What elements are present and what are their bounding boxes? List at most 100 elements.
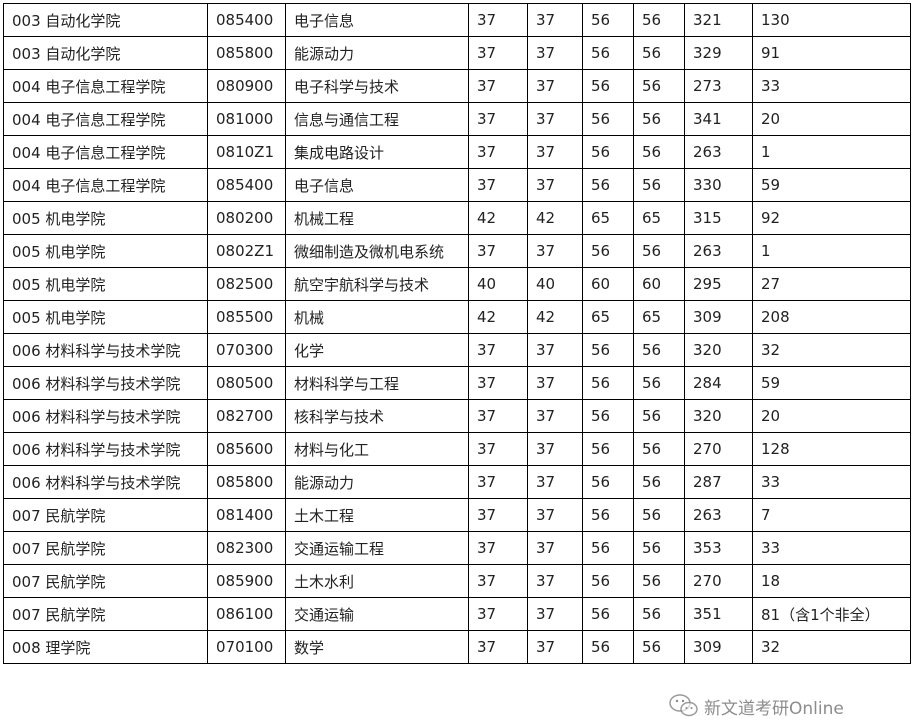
- score-english-cell: 37: [527, 597, 583, 631]
- major-code-cell: 085600: [207, 432, 286, 466]
- total-score-cell: 315: [684, 201, 753, 235]
- college-cell: 006 材料科学与技术学院: [3, 465, 208, 499]
- major-code-cell: 086100: [207, 597, 286, 631]
- major-code-cell: 085400: [207, 3, 286, 37]
- major-name-cell: 电子信息: [285, 3, 469, 37]
- count-cell: 59: [752, 168, 911, 202]
- total-score-cell: 270: [684, 564, 753, 598]
- score-politics-cell: 37: [468, 465, 528, 499]
- count-cell: 7: [752, 498, 911, 532]
- score-english-cell: 40: [527, 267, 583, 301]
- total-score-cell: 295: [684, 267, 753, 301]
- score-politics-cell: 37: [468, 531, 528, 565]
- college-cell: 003 自动化学院: [3, 36, 208, 70]
- score-subject1-cell: 56: [582, 597, 634, 631]
- score-politics-cell: 37: [468, 366, 528, 400]
- count-cell: 81（含1个非全）: [752, 597, 911, 631]
- major-code-cell: 082700: [207, 399, 286, 433]
- college-cell: 008 理学院: [3, 630, 208, 664]
- total-score-cell: 329: [684, 36, 753, 70]
- table-row: 008 理学院 070100 数学 37 37 56 56 309 32: [3, 630, 911, 664]
- score-politics-cell: 37: [468, 432, 528, 466]
- score-politics-cell: 37: [468, 630, 528, 664]
- score-subject1-cell: 56: [582, 333, 634, 367]
- score-subject2-cell: 56: [633, 36, 685, 70]
- total-score-cell: 321: [684, 3, 753, 37]
- count-cell: 59: [752, 366, 911, 400]
- score-english-cell: 37: [527, 102, 583, 136]
- score-english-cell: 37: [527, 333, 583, 367]
- score-politics-cell: 37: [468, 564, 528, 598]
- score-english-cell: 37: [527, 465, 583, 499]
- total-score-cell: 273: [684, 69, 753, 103]
- college-cell: 007 民航学院: [3, 564, 208, 598]
- score-english-cell: 37: [527, 168, 583, 202]
- table-row: 007 民航学院 081400 土木工程 37 37 56 56 263 7: [3, 498, 911, 532]
- score-subject2-cell: 56: [633, 366, 685, 400]
- score-subject2-cell: 56: [633, 399, 685, 433]
- total-score-cell: 263: [684, 498, 753, 532]
- total-score-cell: 320: [684, 333, 753, 367]
- major-code-cell: 081000: [207, 102, 286, 136]
- table-row: 004 电子信息工程学院 081000 信息与通信工程 37 37 56 56 341 20: [3, 102, 911, 136]
- college-cell: 007 民航学院: [3, 597, 208, 631]
- count-cell: 130: [752, 3, 911, 37]
- score-english-cell: 42: [527, 300, 583, 334]
- major-code-cell: 085500: [207, 300, 286, 334]
- count-cell: 32: [752, 333, 911, 367]
- score-subject1-cell: 56: [582, 630, 634, 664]
- major-code-cell: 085400: [207, 168, 286, 202]
- major-code-cell: 080900: [207, 69, 286, 103]
- admission-score-table: 003 自动化学院 085400 电子信息 37 37 56 56 321 130 003 自动化…: [3, 3, 911, 664]
- count-cell: 208: [752, 300, 911, 334]
- major-code-cell: 070300: [207, 333, 286, 367]
- score-subject2-cell: 56: [633, 531, 685, 565]
- table-row: 005 机电学院 080200 机械工程 42 42 65 65 315 92: [3, 201, 911, 235]
- score-subject2-cell: 56: [633, 69, 685, 103]
- total-score-cell: 263: [684, 135, 753, 169]
- college-cell: 006 材料科学与技术学院: [3, 432, 208, 466]
- college-cell: 005 机电学院: [3, 234, 208, 268]
- major-name-cell: 电子科学与技术: [285, 69, 469, 103]
- major-code-cell: 070100: [207, 630, 286, 664]
- table-row: 003 自动化学院 085400 电子信息 37 37 56 56 321 130: [3, 3, 911, 37]
- major-code-cell: 081400: [207, 498, 286, 532]
- wechat-icon: [669, 694, 698, 717]
- table-row: 006 材料科学与技术学院 085600 材料与化工 37 37 56 56 270 128: [3, 432, 911, 466]
- total-score-cell: 320: [684, 399, 753, 433]
- score-politics-cell: 37: [468, 69, 528, 103]
- score-english-cell: 37: [527, 366, 583, 400]
- score-subject1-cell: 56: [582, 135, 634, 169]
- count-cell: 33: [752, 69, 911, 103]
- score-subject1-cell: 56: [582, 564, 634, 598]
- score-politics-cell: 37: [468, 399, 528, 433]
- major-code-cell: 080500: [207, 366, 286, 400]
- watermark: 新文道考研Online: [668, 690, 844, 722]
- table-body: 003 自动化学院 085400 电子信息 37 37 56 56 321 130 003 自动化…: [3, 3, 911, 664]
- major-name-cell: 能源动力: [285, 465, 469, 499]
- major-code-cell: 082300: [207, 531, 286, 565]
- table-row: 006 材料科学与技术学院 080500 材料科学与工程 37 37 56 56 284 59: [3, 366, 911, 400]
- college-cell: 006 材料科学与技术学院: [3, 333, 208, 367]
- score-english-cell: 37: [527, 630, 583, 664]
- count-cell: 33: [752, 531, 911, 565]
- score-politics-cell: 37: [468, 102, 528, 136]
- score-english-cell: 37: [527, 498, 583, 532]
- score-subject1-cell: 56: [582, 465, 634, 499]
- table-row: 007 民航学院 082300 交通运输工程 37 37 56 56 353 33: [3, 531, 911, 565]
- score-english-cell: 37: [527, 432, 583, 466]
- score-subject2-cell: 56: [633, 3, 685, 37]
- major-name-cell: 微细制造及微机电系统: [285, 234, 469, 268]
- college-cell: 006 材料科学与技术学院: [3, 366, 208, 400]
- score-politics-cell: 37: [468, 498, 528, 532]
- score-subject1-cell: 60: [582, 267, 634, 301]
- major-name-cell: 机械: [285, 300, 469, 334]
- count-cell: 32: [752, 630, 911, 664]
- table-row: 004 电子信息工程学院 085400 电子信息 37 37 56 56 330 59: [3, 168, 911, 202]
- count-cell: 92: [752, 201, 911, 235]
- count-cell: 20: [752, 399, 911, 433]
- total-score-cell: 353: [684, 531, 753, 565]
- score-subject2-cell: 56: [633, 135, 685, 169]
- total-score-cell: 270: [684, 432, 753, 466]
- score-subject1-cell: 56: [582, 234, 634, 268]
